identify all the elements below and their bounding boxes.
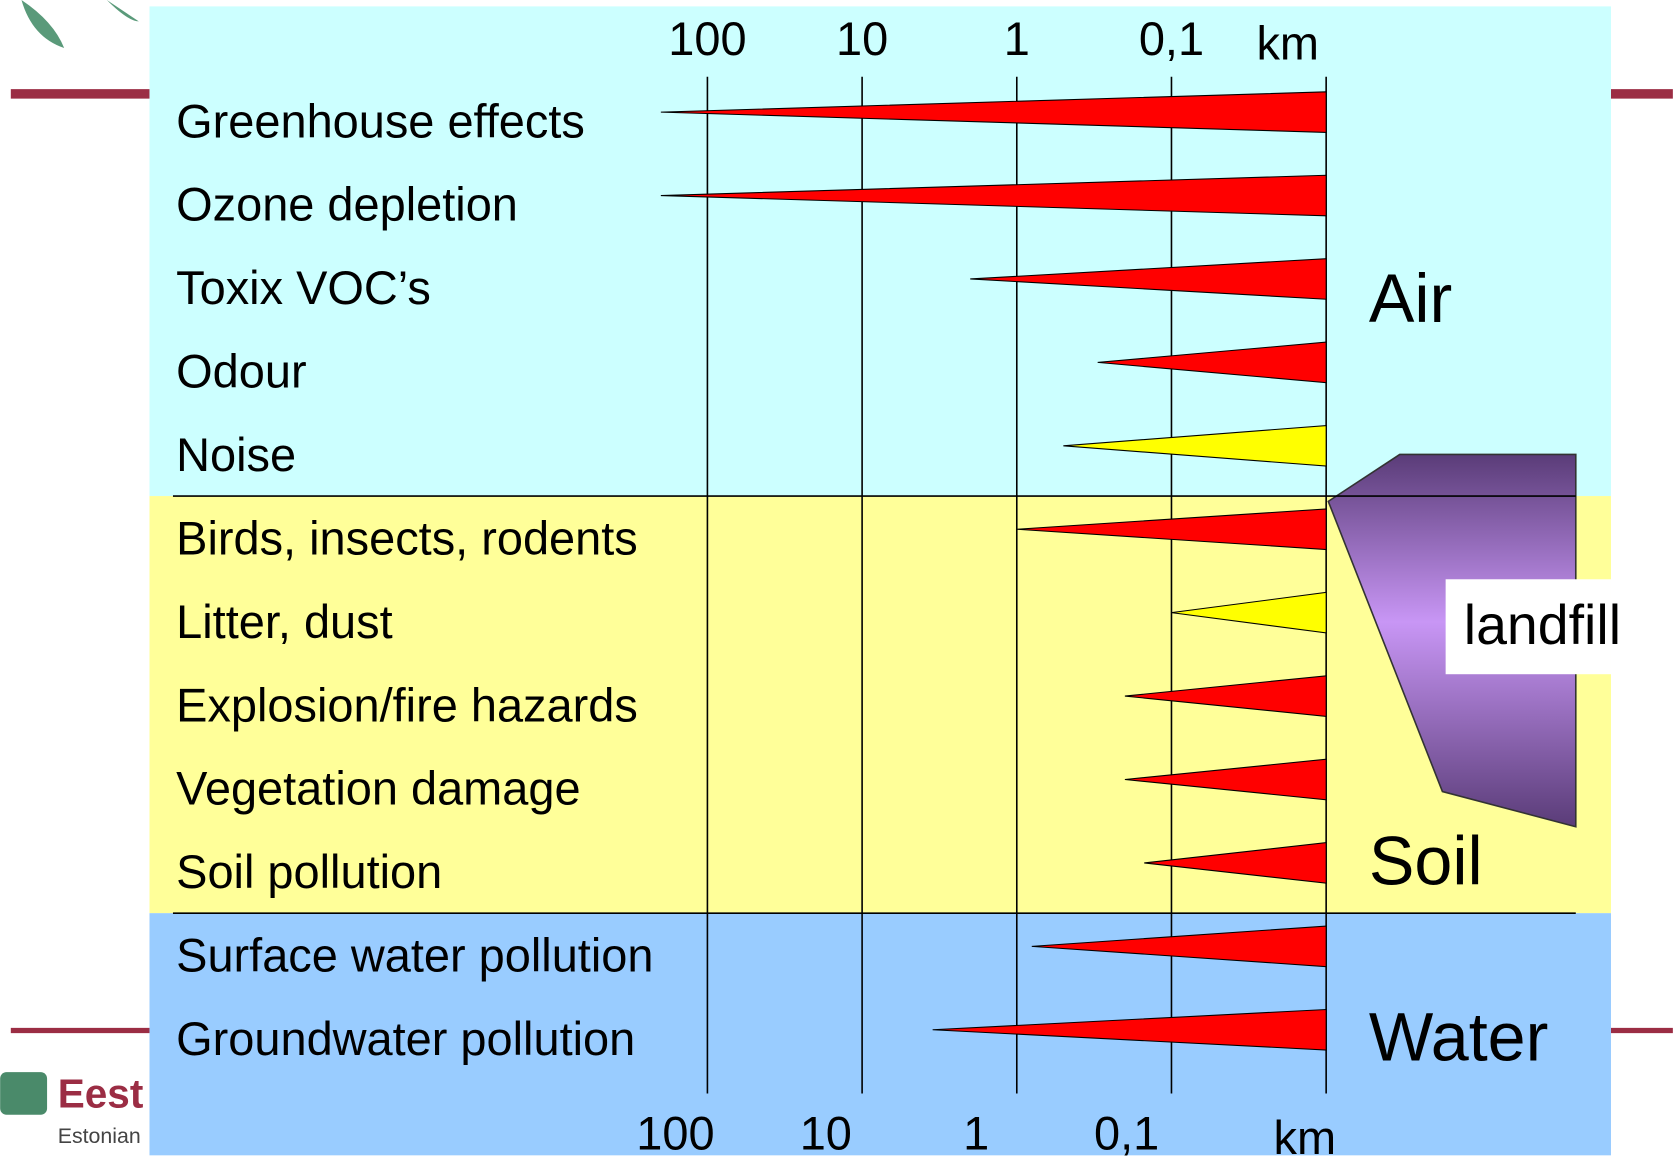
x-tick-label: 1 xyxy=(963,1108,989,1160)
row-label: Noise xyxy=(176,429,296,481)
row-label: Groundwater pollution xyxy=(176,1013,635,1065)
x-tick-label: 10 xyxy=(836,13,888,65)
group-label: Air xyxy=(1369,261,1452,337)
row-label: Litter, dust xyxy=(176,596,393,648)
logo-subtitle: Estonian xyxy=(58,1124,141,1148)
x-tick-label: 100 xyxy=(636,1108,714,1160)
x-tick-label: 0,1 xyxy=(1139,13,1204,65)
row-label: Odour xyxy=(176,346,306,398)
row-label: Birds, insects, rodents xyxy=(176,512,638,564)
x-tick-label: 0,1 xyxy=(1094,1108,1159,1160)
unit-label: km xyxy=(1256,17,1319,69)
logo-name: Eest xyxy=(58,1070,144,1116)
row-label: Ozone depletion xyxy=(176,179,518,231)
unit-label: km xyxy=(1274,1112,1337,1164)
row-label: Toxix VOC’s xyxy=(176,262,431,314)
logo-leaf xyxy=(21,0,138,48)
group-label: Water xyxy=(1369,999,1549,1075)
x-tick-label: 1 xyxy=(1004,13,1030,65)
row-label: Soil pollution xyxy=(176,846,442,898)
logo-icon xyxy=(0,1072,47,1115)
row-label: Explosion/fire hazards xyxy=(176,679,638,731)
landfill-label: landfill xyxy=(1464,594,1621,656)
row-label: Vegetation damage xyxy=(176,763,580,815)
x-tick-label: 10 xyxy=(800,1108,852,1160)
group-label: Soil xyxy=(1369,823,1483,899)
row-label: Greenhouse effects xyxy=(176,95,585,147)
row-label: Surface water pollution xyxy=(176,930,653,982)
band xyxy=(149,6,1611,496)
chart: Eest Estonian landfill 100 100 10 10 1 1 0,1 0,1… xyxy=(0,0,1673,1166)
x-tick-label: 100 xyxy=(668,13,746,65)
